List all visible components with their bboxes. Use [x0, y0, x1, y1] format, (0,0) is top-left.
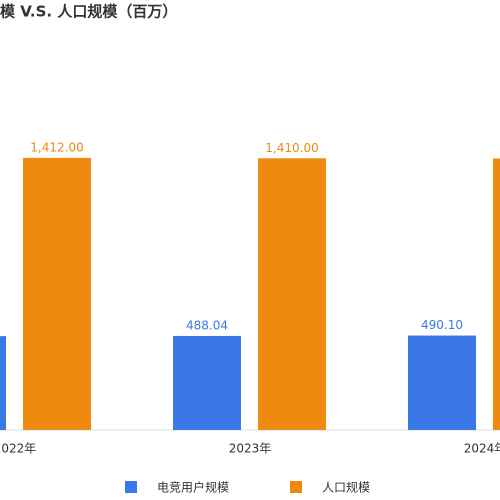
bar — [23, 157, 91, 431]
legend-swatch — [125, 481, 137, 493]
value-label: 490.10 — [421, 318, 463, 332]
chart-title: 模 V.S. 人口规模（百万） — [0, 3, 177, 21]
legend-swatch — [290, 481, 302, 493]
legend-label: 人口规模 — [322, 480, 370, 495]
value-label: 1,412.00 — [30, 140, 83, 154]
value-label: 1,410.00 — [265, 141, 318, 155]
legend-label: 电竞用户规模 — [157, 480, 229, 495]
x-tick-label: 2023年 — [229, 442, 272, 456]
bar — [258, 158, 326, 430]
bar — [408, 335, 476, 430]
x-tick-label: 2024年 — [464, 442, 500, 456]
bar — [0, 336, 6, 430]
bar — [173, 335, 241, 430]
bar — [493, 158, 500, 431]
value-label: 488.04 — [186, 318, 228, 332]
x-tick-label: 2022年 — [0, 442, 36, 456]
